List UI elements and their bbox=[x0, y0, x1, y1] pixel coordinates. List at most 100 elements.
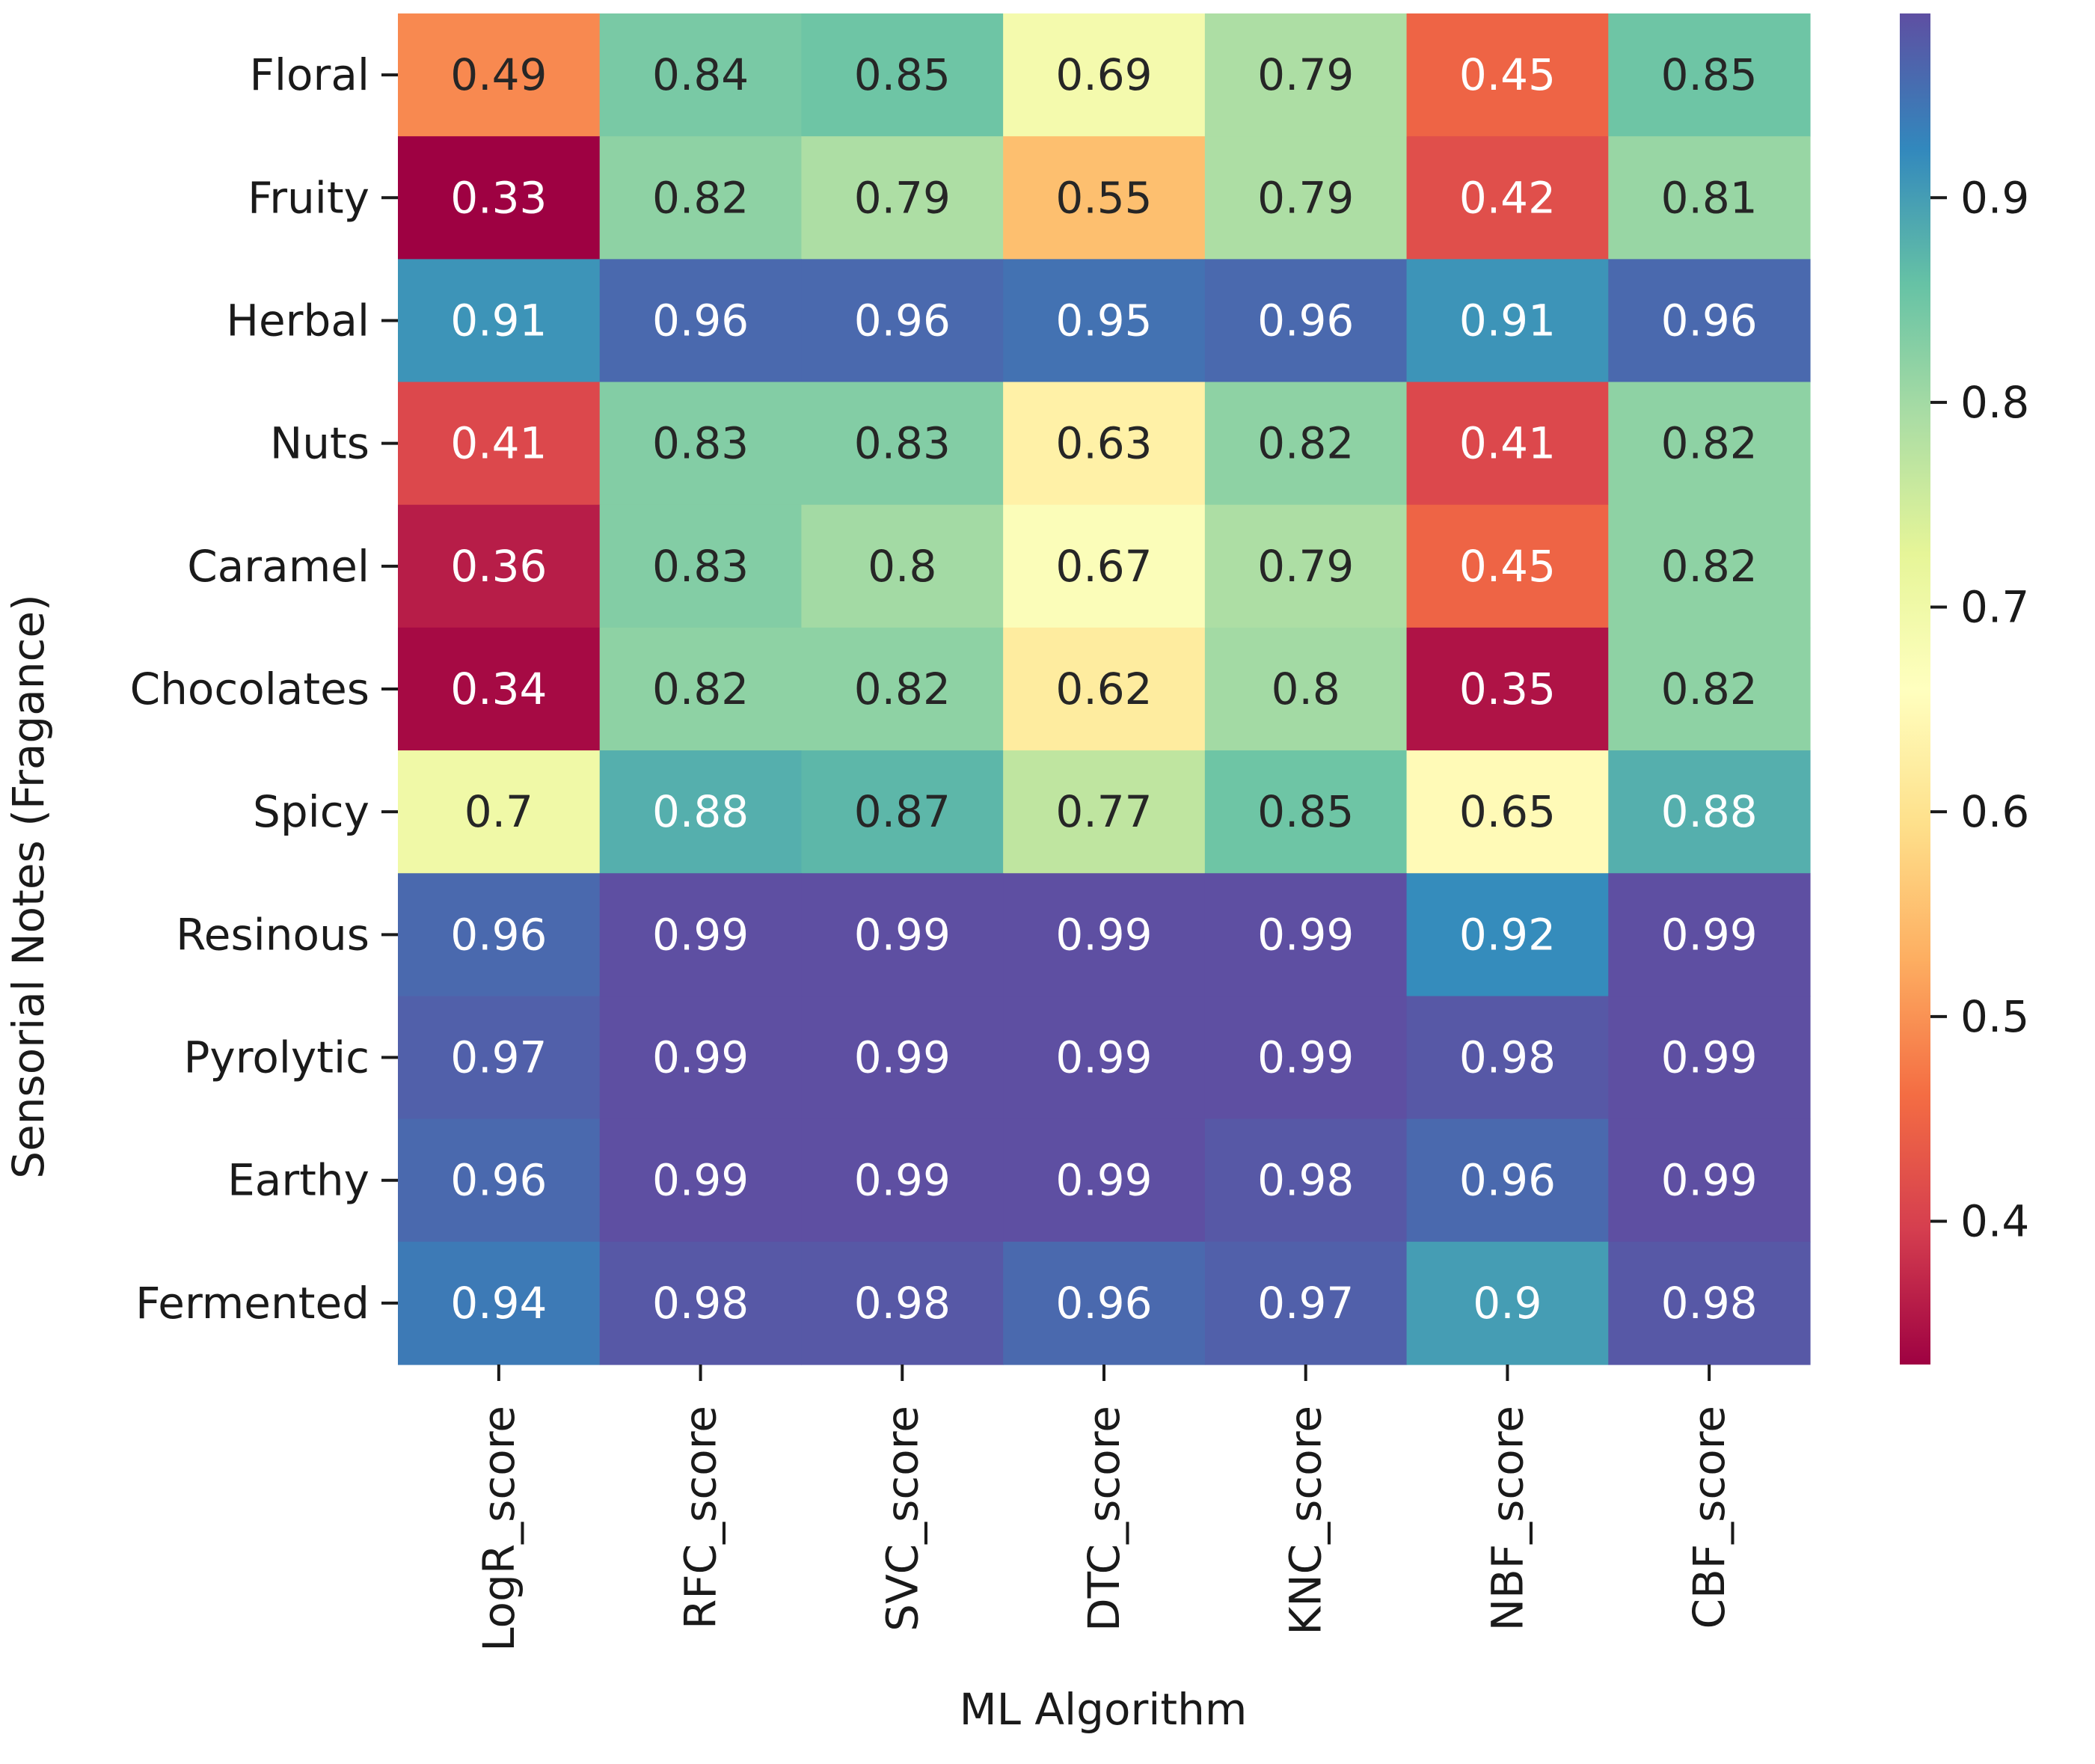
heatmap-cell bbox=[1003, 136, 1206, 260]
colorbar-tick-label: 0.5 bbox=[1960, 991, 2029, 1042]
cell-value-label: 0.99 bbox=[652, 1155, 749, 1206]
cell-value-label: 0.92 bbox=[1459, 909, 1556, 960]
heatmap-cell bbox=[398, 136, 601, 260]
heatmap-cell bbox=[1003, 873, 1206, 997]
y-tick-label: Herbal bbox=[226, 295, 369, 346]
cell-value-label: 0.83 bbox=[652, 418, 749, 469]
heatmap-cell bbox=[1003, 1118, 1206, 1243]
cell-value-label: 0.99 bbox=[1257, 1032, 1354, 1083]
cell-value-label: 0.62 bbox=[1055, 664, 1152, 714]
heatmap-cell bbox=[801, 136, 1004, 260]
colorbar bbox=[1900, 13, 1930, 1365]
heatmap-cell bbox=[1204, 259, 1408, 383]
cell-value-label: 0.49 bbox=[450, 49, 547, 100]
heatmap-cell bbox=[1204, 1118, 1408, 1243]
cell-value-label: 0.82 bbox=[1661, 541, 1758, 592]
cell-value-label: 0.99 bbox=[1055, 909, 1152, 960]
cell-value-label: 0.81 bbox=[1661, 172, 1758, 223]
y-tick-label: Fruity bbox=[248, 172, 369, 223]
heatmap-cell bbox=[1204, 996, 1408, 1120]
heatmap-cell bbox=[801, 873, 1004, 997]
x-tick-label: CBF_score bbox=[1684, 1406, 1734, 1629]
heatmap-cell bbox=[1204, 750, 1408, 874]
x-tick-label: LogR_score bbox=[473, 1406, 524, 1652]
heatmap-cell bbox=[599, 382, 803, 506]
heatmap-cell bbox=[1003, 627, 1206, 751]
y-tick-label: Pyrolytic bbox=[183, 1032, 369, 1083]
cell-value-label: 0.97 bbox=[1257, 1278, 1354, 1329]
heatmap-cell bbox=[1003, 259, 1206, 383]
cell-value-label: 0.55 bbox=[1055, 172, 1152, 223]
heatmap-cell bbox=[1608, 873, 1811, 997]
heatmap-cell bbox=[801, 13, 1004, 137]
colorbar-tick-label: 0.6 bbox=[1960, 786, 2029, 837]
x-tick-label: DTC_score bbox=[1079, 1406, 1129, 1632]
y-tick-label: Resinous bbox=[176, 909, 369, 960]
y-tick-label: Caramel bbox=[187, 541, 369, 592]
cell-value-label: 0.87 bbox=[854, 786, 951, 837]
cell-value-label: 0.96 bbox=[652, 295, 749, 346]
heatmap-cell bbox=[599, 627, 803, 751]
heatmap-cell bbox=[398, 996, 601, 1120]
x-tick-label: NBF_score bbox=[1482, 1406, 1533, 1631]
cell-value-label: 0.82 bbox=[1661, 664, 1758, 714]
heatmap-cell bbox=[1406, 504, 1609, 628]
heatmap-cell bbox=[801, 1241, 1004, 1365]
heatmap-cell bbox=[801, 382, 1004, 506]
heatmap-cell bbox=[398, 382, 601, 506]
heatmap-cells bbox=[398, 13, 1811, 1365]
cell-value-label: 0.35 bbox=[1459, 664, 1556, 714]
heatmap-cell bbox=[398, 1118, 601, 1243]
cell-value-label: 0.41 bbox=[1459, 418, 1556, 469]
heatmap-cell bbox=[1608, 750, 1811, 874]
x-tick-label: SVC_score bbox=[877, 1406, 927, 1632]
cell-value-label: 0.45 bbox=[1459, 49, 1556, 100]
heatmap-cell bbox=[1204, 504, 1408, 628]
heatmap-cell bbox=[1406, 13, 1609, 137]
cell-value-label: 0.45 bbox=[1459, 541, 1556, 592]
heatmap-cell bbox=[1608, 1241, 1811, 1365]
heatmap-cell bbox=[1608, 996, 1811, 1120]
cell-value-label: 0.8 bbox=[1272, 664, 1340, 714]
heatmap-cell bbox=[801, 750, 1004, 874]
cell-value-label: 0.7 bbox=[464, 786, 533, 837]
heatmap-cell bbox=[1608, 136, 1811, 260]
cell-value-label: 0.8 bbox=[868, 541, 936, 592]
colorbar-tick-label: 0.7 bbox=[1960, 582, 2029, 633]
heatmap-cell bbox=[1406, 382, 1609, 506]
heatmap-cell bbox=[1003, 996, 1206, 1120]
heatmap-cell bbox=[1608, 13, 1811, 137]
heatmap-cell bbox=[1406, 1241, 1609, 1365]
cell-value-label: 0.79 bbox=[1257, 172, 1354, 223]
heatmap-cell bbox=[599, 750, 803, 874]
cell-value-label: 0.96 bbox=[450, 909, 547, 960]
heatmap-cell bbox=[1003, 13, 1206, 137]
heatmap-cell bbox=[1003, 750, 1206, 874]
heatmap-cell bbox=[1608, 627, 1811, 751]
cell-value-label: 0.99 bbox=[854, 1155, 951, 1206]
cell-value-label: 0.96 bbox=[1459, 1155, 1556, 1206]
cell-value-label: 0.99 bbox=[854, 1032, 951, 1083]
x-axis: LogR_score RFC_score SVC_score DTC_score KNC… bbox=[473, 1365, 1734, 1652]
cell-value-label: 0.94 bbox=[450, 1278, 547, 1329]
cell-value-label: 0.98 bbox=[1257, 1155, 1354, 1206]
cell-value-label: 0.84 bbox=[652, 49, 749, 100]
heatmap-cell-labels: 0.49 0.84 0.85 0.69 0.79 0.45 0.85 0.33 0.82 0.79… bbox=[450, 49, 1757, 1329]
cell-value-label: 0.79 bbox=[854, 172, 951, 223]
cell-value-label: 0.99 bbox=[1661, 1032, 1758, 1083]
heatmap-cell bbox=[599, 259, 803, 383]
cell-value-label: 0.99 bbox=[1055, 1032, 1152, 1083]
cell-value-label: 0.85 bbox=[1661, 49, 1758, 100]
heatmap-cell bbox=[1003, 1241, 1206, 1365]
heatmap-cell bbox=[599, 1118, 803, 1243]
colorbar-tick-label: 0.4 bbox=[1960, 1195, 2029, 1246]
cell-value-label: 0.79 bbox=[1257, 541, 1354, 592]
y-tick-label: Nuts bbox=[270, 418, 369, 469]
cell-value-label: 0.9 bbox=[1473, 1278, 1542, 1329]
cell-value-label: 0.82 bbox=[854, 664, 951, 714]
heatmap-cell bbox=[801, 1118, 1004, 1243]
y-tick-label: Floral bbox=[250, 49, 369, 100]
y-axis: Floral Fruity Herbal Nuts Caramel Chocolates S… bbox=[130, 49, 398, 1329]
heatmap-cell bbox=[599, 996, 803, 1120]
heatmap-cell bbox=[1406, 136, 1609, 260]
